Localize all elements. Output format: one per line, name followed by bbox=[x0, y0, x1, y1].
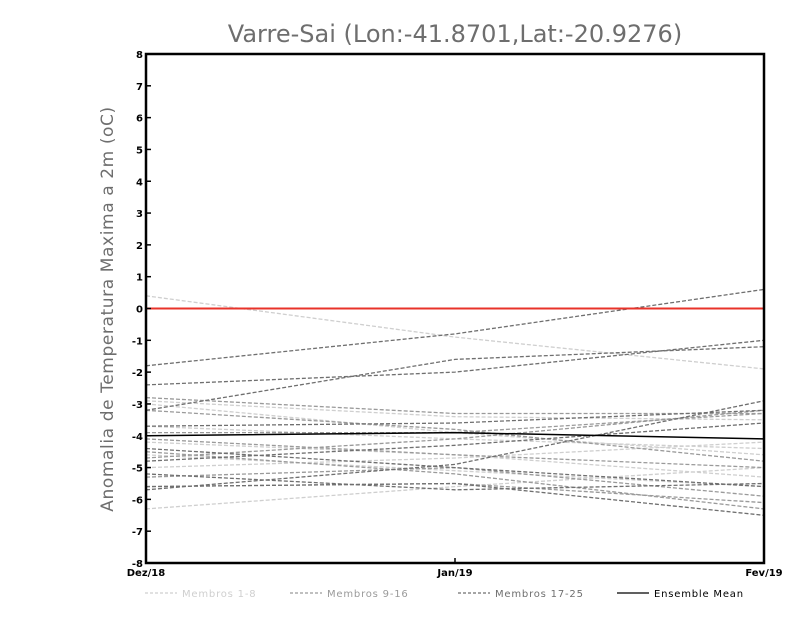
series-line-g2-3 bbox=[145, 400, 765, 491]
series-line-g0-4 bbox=[145, 441, 765, 469]
series-line-g0-6 bbox=[145, 454, 765, 488]
series-line-g0-1 bbox=[145, 466, 765, 510]
series-layer bbox=[145, 288, 765, 516]
y-tick-label: 1 bbox=[136, 273, 143, 284]
y-tick-label: 0 bbox=[136, 305, 143, 316]
series-line-g0-5 bbox=[145, 400, 765, 421]
y-tick-label: -7 bbox=[132, 527, 143, 538]
legend-label: Ensemble Mean bbox=[654, 589, 744, 600]
series-line-g2-2 bbox=[145, 346, 765, 411]
series-line-g2-1 bbox=[145, 339, 765, 386]
legend-label: Membros 17-25 bbox=[495, 589, 584, 600]
y-tick-label: -8 bbox=[132, 559, 143, 570]
legend-label: Membros 9-16 bbox=[327, 589, 409, 600]
legend-label: Membros 1-8 bbox=[182, 589, 256, 600]
y-tick-label: -6 bbox=[132, 495, 143, 506]
series-line-g2-7 bbox=[145, 409, 765, 427]
y-tick-label: 5 bbox=[136, 145, 143, 156]
x-axis: Dez/18 Jan/19 Fev/19 bbox=[127, 558, 783, 579]
y-tick-label: -5 bbox=[132, 464, 143, 475]
legend: Membros 1-8 Membros 9-16 Membros 17-25 Ense… bbox=[145, 589, 744, 600]
x-tick-label: Dez/18 bbox=[127, 568, 166, 579]
series-line-g1-4 bbox=[145, 396, 764, 415]
y-tick-label: 7 bbox=[136, 82, 143, 93]
series-line-g2-8 bbox=[145, 482, 765, 516]
series-line-g1-0 bbox=[145, 409, 765, 462]
y-tick-label: 2 bbox=[136, 241, 143, 252]
y-tick-label: -2 bbox=[132, 368, 143, 379]
y-tick-label: -3 bbox=[132, 400, 143, 411]
y-tick-label: 3 bbox=[136, 209, 143, 220]
y-tick-label: 8 bbox=[136, 50, 143, 61]
series-line-g2-0 bbox=[145, 288, 765, 367]
series-line-g1-2 bbox=[145, 451, 765, 510]
series-line-g1-6 bbox=[145, 409, 765, 459]
y-tick-label: -4 bbox=[132, 432, 143, 443]
series-line-g3-0 bbox=[145, 431, 765, 440]
series-line-g2-5 bbox=[145, 473, 765, 491]
series-line-g1-5 bbox=[145, 438, 765, 469]
y-axis: 8 7 6 5 4 3 2 1 0 -1 -2 -3 -4 -5 -6 -7 -8 bbox=[132, 50, 151, 570]
series-line-g0-3 bbox=[145, 403, 765, 456]
x-tick-label: Jan/19 bbox=[436, 568, 472, 579]
y-axis-label: Anomalia de Temperatura Maxima a 2m (oC) bbox=[98, 106, 118, 512]
y-tick-label: 4 bbox=[136, 177, 143, 188]
series-line-g0-0 bbox=[145, 295, 765, 370]
x-tick-label: Fev/19 bbox=[745, 568, 782, 579]
y-tick-label: -1 bbox=[132, 336, 143, 347]
series-line-g2-6 bbox=[145, 422, 765, 462]
y-tick-label: 6 bbox=[136, 114, 143, 125]
chart-title: Varre-Sai (Lon:-41.8701,Lat:-20.9276) bbox=[228, 20, 682, 48]
series-line-g2-4 bbox=[145, 447, 765, 488]
